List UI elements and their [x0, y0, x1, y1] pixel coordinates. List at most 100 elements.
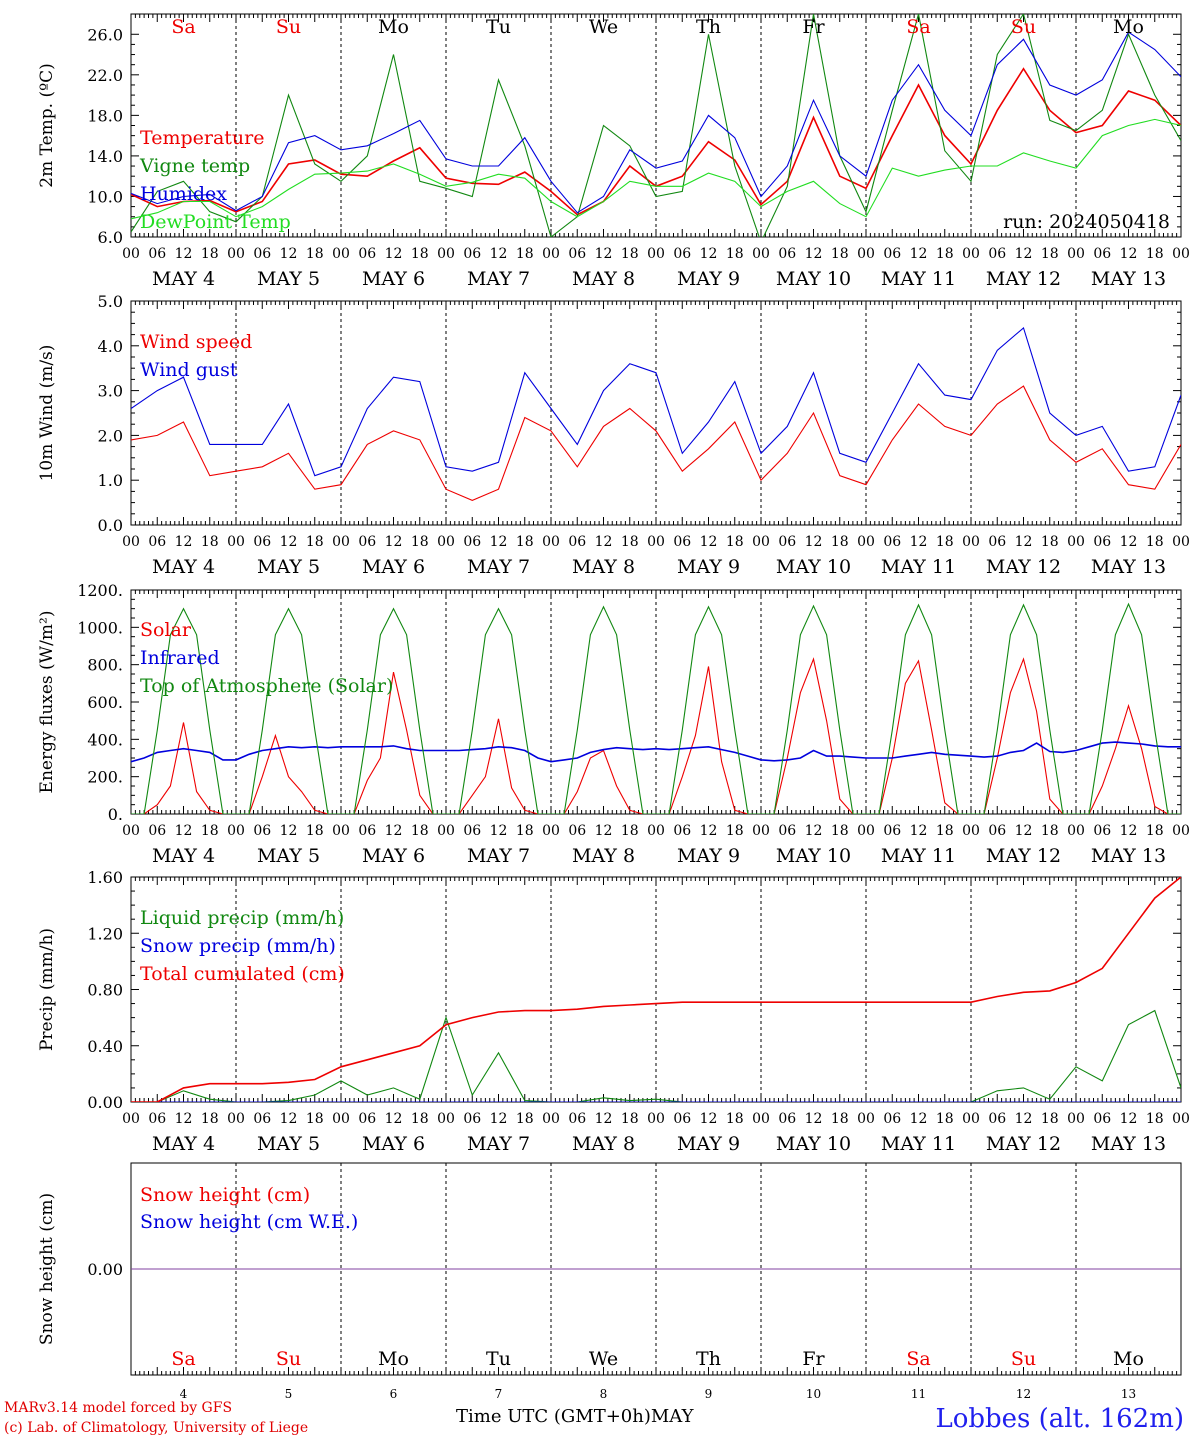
date-label: MAY 7 [467, 1133, 530, 1155]
hour-label: 12 [595, 246, 613, 262]
y-tick-label: 1200. [77, 581, 123, 600]
hour-label: 06 [673, 823, 691, 839]
date-label: MAY 11 [881, 556, 956, 578]
hour-label: 12 [175, 823, 193, 839]
station-name: Lobbes (alt. 162m) [935, 1404, 1184, 1434]
hour-label: 12 [595, 1111, 613, 1127]
date-label: MAY 11 [881, 1133, 956, 1155]
hour-label: 18 [621, 534, 639, 550]
y-tick-label: 0.80 [87, 981, 123, 1000]
hour-label: 18 [621, 823, 639, 839]
hour-label: 06 [568, 823, 586, 839]
hour-label: 00 [752, 534, 770, 550]
hour-label: 00 [437, 534, 455, 550]
hour-label: 06 [148, 246, 166, 262]
hour-label: 18 [936, 823, 954, 839]
hour-label: 00 [962, 246, 980, 262]
date-label: MAY 10 [776, 845, 851, 867]
model-credit: MARv3.14 model forced by GFS [4, 1400, 233, 1416]
hour-label: 12 [1120, 534, 1138, 550]
hour-label: 18 [306, 1111, 324, 1127]
hour-label: 06 [1093, 246, 1111, 262]
day-number-label: 13 [1121, 1387, 1136, 1401]
hour-label: 12 [805, 534, 823, 550]
hour-label: 06 [358, 1111, 376, 1127]
weekday-label: Tu [486, 1348, 511, 1370]
y-axis-label-wind: 10m Wind (m/s) [37, 345, 57, 482]
day-number-label: 10 [806, 1387, 821, 1401]
hour-label: 06 [988, 823, 1006, 839]
hour-label: 18 [411, 246, 429, 262]
hour-label: 12 [1015, 823, 1033, 839]
hour-label: 00 [857, 1111, 875, 1127]
hour-label: 06 [1093, 534, 1111, 550]
hour-label: 12 [595, 823, 613, 839]
weekday-label: Sa [906, 1348, 930, 1370]
hour-label: 00 [857, 534, 875, 550]
hour-label: 18 [201, 823, 219, 839]
weekday-label: Su [1011, 16, 1036, 38]
date-label: MAY 12 [986, 268, 1061, 290]
hour-label: 12 [490, 1111, 508, 1127]
hour-label: 12 [1015, 534, 1033, 550]
weekday-label: Su [1011, 1348, 1036, 1370]
hour-label: 06 [253, 823, 271, 839]
weekday-label: Th [696, 16, 721, 38]
weekday-label: Fr [802, 1348, 825, 1370]
series-line-infrared [131, 741, 1181, 763]
legend-entry: Humidex [140, 183, 227, 205]
y-axis-label-energy: Energy fluxes (W/m²) [37, 611, 57, 794]
date-label: MAY 8 [572, 845, 635, 867]
hour-label: 18 [306, 246, 324, 262]
hour-label: 06 [568, 1111, 586, 1127]
legend-entry: Snow height (cm W.E.) [140, 1211, 358, 1233]
hour-label: 00 [1067, 823, 1085, 839]
legend-entry: Liquid precip (mm/h) [140, 907, 344, 929]
date-label: MAY 5 [257, 556, 320, 578]
hour-label: 06 [778, 1111, 796, 1127]
hour-label: 06 [568, 246, 586, 262]
hour-label: 18 [1041, 246, 1059, 262]
date-label: MAY 4 [152, 1133, 215, 1155]
legend-entry: Top of Atmosphere (Solar) [140, 675, 393, 697]
date-label: MAY 8 [572, 556, 635, 578]
y-tick-label: 1.20 [87, 924, 123, 943]
y-tick-label: 5.0 [98, 292, 123, 311]
hour-label: 00 [1067, 1111, 1085, 1127]
date-label: MAY 7 [467, 268, 530, 290]
hour-label: 12 [490, 823, 508, 839]
hour-label: 06 [673, 1111, 691, 1127]
hour-label: 18 [411, 534, 429, 550]
y-tick-label: 6.0 [98, 228, 123, 247]
date-label: MAY 5 [257, 268, 320, 290]
hour-label: 00 [332, 534, 350, 550]
hour-label: 18 [1146, 1111, 1164, 1127]
hour-label: 12 [175, 1111, 193, 1127]
date-label: MAY 9 [677, 845, 740, 867]
hour-label: 00 [227, 823, 245, 839]
y-tick-label: 200. [87, 768, 123, 787]
date-label: MAY 11 [881, 268, 956, 290]
hour-label: 00 [647, 534, 665, 550]
weekday-label: Mo [378, 1348, 409, 1370]
date-label: MAY 6 [362, 556, 425, 578]
panel-frame-energy [130, 589, 1182, 815]
hour-label: 00 [227, 246, 245, 262]
y-tick-label: 0.40 [87, 1037, 123, 1056]
y-tick-label: 800. [87, 656, 123, 675]
hour-label: 18 [621, 246, 639, 262]
hour-label: 18 [831, 1111, 849, 1127]
weekday-label: Sa [906, 16, 930, 38]
y-tick-label: 22.0 [87, 66, 123, 85]
day-number-label: 7 [495, 1387, 503, 1401]
hour-label: 12 [385, 534, 403, 550]
hour-label: 00 [122, 1111, 140, 1127]
hour-label: 12 [910, 1111, 928, 1127]
hour-label: 06 [463, 823, 481, 839]
weekday-label: Fr [802, 16, 825, 38]
hour-label: 18 [1146, 534, 1164, 550]
hour-label: 18 [306, 823, 324, 839]
hour-label: 00 [542, 246, 560, 262]
hour-label: 18 [831, 534, 849, 550]
hour-label: 18 [831, 246, 849, 262]
